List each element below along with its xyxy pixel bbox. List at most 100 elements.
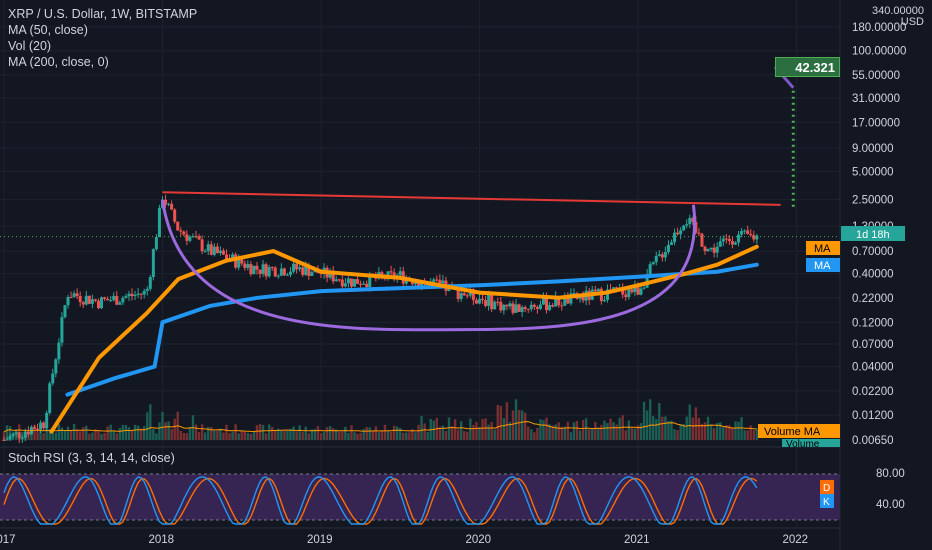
candle-body	[51, 373, 55, 384]
candle-body	[685, 224, 689, 226]
volume-bar	[325, 427, 329, 440]
legend-symbol[interactable]: XRP / U.S. Dollar, 1W, BITSTAMP	[8, 7, 198, 21]
volume-bar	[511, 410, 515, 440]
volume-ma-line	[3, 421, 757, 433]
candle-body	[691, 217, 695, 222]
volume-bar	[548, 424, 551, 440]
candle-body	[389, 271, 393, 273]
candle-body	[75, 293, 79, 297]
volume-bar	[69, 430, 73, 440]
stoch-rsi-legend[interactable]: Stoch RSI (3, 3, 14, 14, close)	[8, 451, 175, 465]
candle-body	[514, 304, 518, 313]
volume-bar	[75, 429, 79, 440]
candle-body	[212, 246, 216, 255]
candle-body	[173, 209, 177, 222]
volume-bar	[106, 426, 109, 440]
candle-body	[456, 287, 460, 299]
volume-bar	[57, 424, 61, 440]
candle-body	[630, 289, 634, 293]
candle-body	[459, 293, 463, 299]
volume-bar	[389, 431, 393, 440]
candle-body	[209, 244, 213, 255]
volume-bar	[2, 431, 6, 440]
volume-bar	[118, 427, 122, 440]
volume-bar	[472, 424, 475, 440]
stoch-tick-40: 40.00	[876, 499, 905, 511]
volume-bar	[645, 410, 649, 440]
candle-body	[633, 285, 637, 293]
candle-body	[484, 300, 488, 306]
volume-bar	[615, 424, 618, 440]
volume-bar	[383, 424, 387, 440]
volume-bar	[661, 416, 664, 440]
volume-bar	[170, 429, 173, 440]
legend-volume[interactable]: Vol (20)	[8, 39, 52, 53]
volume-bar	[94, 429, 97, 440]
volume-bar	[149, 404, 152, 440]
price-tick-label: 55.00000	[852, 70, 900, 82]
volume-bar	[246, 433, 250, 440]
candle-body	[593, 289, 597, 292]
stoch-d-badge-text: D	[823, 483, 830, 494]
price-axis-labels[interactable]: 180.00000 100.00000 55.00000 31.00000 17.000…	[852, 22, 906, 447]
volume-bar	[725, 425, 728, 440]
chart-legend[interactable]: XRP / U.S. Dollar, 1W, BITSTAMP MA (50, …	[8, 6, 197, 70]
candle-body	[106, 298, 110, 301]
candle-body	[197, 236, 201, 240]
volume-bar	[261, 424, 265, 440]
volume-bar	[386, 430, 390, 440]
volume-bar	[188, 427, 192, 440]
stoch-k-badge-text: K	[823, 497, 830, 508]
volume-bar	[405, 432, 408, 440]
candle-body	[96, 300, 100, 309]
volume-bar	[63, 430, 67, 440]
candle-body	[417, 282, 421, 288]
volume-bar	[82, 427, 85, 440]
legend-ma200[interactable]: MA (200, close, 0)	[8, 55, 109, 69]
volume-bar	[456, 429, 460, 440]
volume-bar	[222, 432, 225, 440]
volume-bar	[289, 428, 292, 440]
volume-bar	[502, 418, 506, 440]
volume-bar	[542, 420, 545, 440]
candle-body	[343, 283, 347, 287]
volume-bar	[740, 417, 743, 440]
candle-body	[200, 239, 204, 252]
currency-label[interactable]: 340.00000 USD	[868, 6, 924, 28]
ma200-badge	[806, 258, 840, 272]
volume-bar	[399, 428, 402, 440]
volume-bar	[478, 427, 481, 440]
candle-body	[237, 257, 241, 268]
candle-body	[663, 252, 667, 258]
volume-bar	[316, 426, 320, 440]
volume-bar	[441, 425, 445, 440]
volume-bar	[319, 433, 323, 440]
volume-bar	[252, 430, 256, 440]
candle-body	[621, 287, 625, 295]
candle-body	[554, 296, 558, 307]
volume-bar	[103, 432, 106, 440]
price-tick-label: 0.01200	[852, 410, 894, 422]
volume-bar	[267, 424, 271, 440]
candle-body	[252, 265, 256, 275]
volume-bar	[139, 428, 143, 440]
volume-bar	[283, 430, 286, 440]
volume-bar	[51, 429, 54, 440]
candle-body	[188, 236, 192, 241]
candle-body	[127, 293, 131, 297]
candle-body	[167, 203, 171, 205]
candle-body	[642, 287, 646, 289]
candle-body	[709, 247, 713, 250]
volume-bar	[426, 432, 429, 440]
candle-body	[304, 265, 308, 275]
volume-bar	[48, 429, 51, 440]
candle-body	[538, 304, 542, 309]
volume-bar	[127, 427, 131, 440]
candle-body	[365, 283, 369, 288]
candle-body	[84, 295, 88, 305]
time-axis-labels[interactable]: 2017 2018 2019 2020 2021 2022	[0, 534, 808, 546]
legend-ma50[interactable]: MA (50, close)	[8, 23, 88, 37]
volume-bar	[164, 422, 167, 440]
candle-body	[121, 298, 125, 303]
